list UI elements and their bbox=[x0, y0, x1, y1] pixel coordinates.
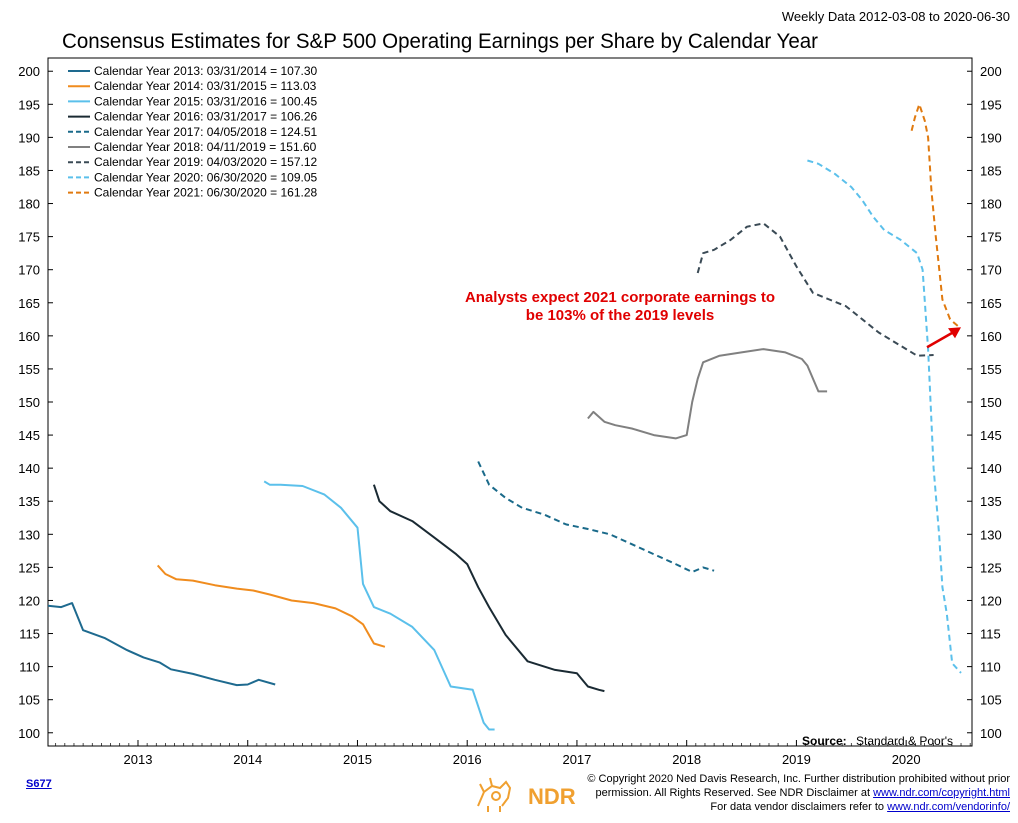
x-tick-label: 2016 bbox=[453, 752, 482, 767]
y-tick-label-left: 110 bbox=[19, 660, 40, 675]
y-tick-label-left: 200 bbox=[18, 64, 40, 79]
copyright-line-3-text: For data vendor disclaimers refer to bbox=[710, 801, 888, 813]
legend-label: Calendar Year 2016: 03/31/2017 = 106.26 bbox=[94, 110, 318, 124]
y-tick-label-right: 135 bbox=[980, 494, 1002, 509]
y-tick-label-left: 155 bbox=[18, 362, 40, 377]
copyright-line-2-text: permission. All Rights Reserved. See NDR… bbox=[595, 787, 874, 799]
ndr-logo: NDR bbox=[470, 772, 600, 818]
y-tick-label-right: 155 bbox=[980, 362, 1002, 377]
chart-title: Consensus Estimates for S&P 500 Operatin… bbox=[62, 30, 818, 53]
y-tick-label-right: 100 bbox=[980, 726, 1002, 741]
y-tick-label-right: 170 bbox=[980, 263, 1002, 278]
y-tick-label-right: 125 bbox=[980, 560, 1002, 575]
y-tick-label-left: 150 bbox=[18, 395, 40, 410]
y-tick-label-right: 200 bbox=[980, 64, 1002, 79]
series-line-6 bbox=[587, 348, 828, 440]
y-tick-label-left: 190 bbox=[18, 130, 40, 145]
y-tick-label-left: 180 bbox=[18, 197, 40, 212]
source-label: Source: bbox=[802, 734, 847, 748]
legend-label: Calendar Year 2019: 04/03/2020 = 157.12 bbox=[94, 155, 318, 169]
x-tick-label: 2018 bbox=[672, 752, 701, 767]
x-tick-label: 2017 bbox=[562, 752, 591, 767]
series-line-7 bbox=[696, 222, 934, 357]
y-tick-label-right: 110 bbox=[980, 660, 1001, 675]
y-tick-label-right: 190 bbox=[980, 130, 1002, 145]
y-tick-label-right: 120 bbox=[980, 593, 1002, 608]
series-line-3 bbox=[263, 480, 495, 731]
y-tick-label-right: 185 bbox=[980, 163, 1002, 178]
y-tick-label-left: 115 bbox=[19, 627, 40, 642]
y-tick-label-left: 135 bbox=[18, 494, 40, 509]
y-tick-label-right: 105 bbox=[980, 693, 1002, 708]
y-tick-label-right: 175 bbox=[980, 230, 1002, 245]
legend-label: Calendar Year 2018: 04/11/2019 = 151.60 bbox=[94, 140, 317, 154]
copyright-link[interactable]: www.ndr.com/copyright.html bbox=[873, 787, 1010, 799]
annotation-line-1: Analysts expect 2021 corporate earnings … bbox=[465, 289, 775, 306]
x-tick-label: 2020 bbox=[892, 752, 921, 767]
series-line-9 bbox=[910, 103, 962, 329]
x-tick-label: 2014 bbox=[233, 752, 262, 767]
annotation-arrow-head bbox=[948, 327, 962, 339]
y-tick-label-left: 145 bbox=[18, 428, 40, 443]
y-tick-label-right: 160 bbox=[980, 329, 1002, 344]
y-tick-label-right: 165 bbox=[980, 296, 1002, 311]
y-tick-label-right: 145 bbox=[980, 428, 1002, 443]
vendor-info-link[interactable]: www.ndr.com/vendorinfo/ bbox=[887, 801, 1010, 813]
series-line-4 bbox=[372, 484, 605, 693]
y-tick-label-left: 175 bbox=[18, 230, 40, 245]
source-value: Standard & Poor's bbox=[856, 734, 953, 748]
y-tick-label-left: 120 bbox=[18, 593, 40, 608]
legend-label: Calendar Year 2021: 06/30/2020 = 161.28 bbox=[94, 186, 318, 200]
x-tick-label: 2015 bbox=[343, 752, 372, 767]
annotation-arrow-shaft bbox=[926, 330, 956, 349]
legend-label: Calendar Year 2013: 03/31/2014 = 107.30 bbox=[94, 64, 318, 78]
series-line-1 bbox=[47, 602, 276, 687]
date-range: Weekly Data 2012-03-08 to 2020-06-30 bbox=[782, 9, 1010, 24]
series-line-8 bbox=[807, 159, 962, 674]
x-axis: 2013 2014 2015 2016 2017 2018 2019 2020 bbox=[55, 740, 971, 767]
y-tick-label-left: 100 bbox=[18, 726, 40, 741]
copyright-line-2: permission. All Rights Reserved. See NDR… bbox=[570, 786, 1010, 800]
y-tick-label-right: 140 bbox=[980, 461, 1002, 476]
copyright-line-1: © Copyright 2020 Ned Davis Research, Inc… bbox=[587, 773, 1010, 785]
y-tick-label-left: 170 bbox=[18, 263, 40, 278]
y-tick-label-right: 150 bbox=[980, 395, 1002, 410]
annotation-arrow bbox=[926, 327, 962, 349]
y-tick-label-left: 185 bbox=[18, 163, 40, 178]
legend-label: Calendar Year 2014: 03/31/2015 = 113.03 bbox=[94, 79, 317, 93]
y-tick-label-right: 115 bbox=[980, 627, 1001, 642]
y-tick-label-left: 160 bbox=[18, 329, 40, 344]
series-line-5 bbox=[477, 461, 715, 573]
copyright-line-3: For data vendor disclaimers refer to www… bbox=[570, 800, 1010, 814]
y-tick-label-left: 125 bbox=[18, 560, 40, 575]
y-axis-left: 100 105 110 115 120 125 130 135 140 145 150 155 160 1… bbox=[18, 64, 53, 741]
bull-bear-icon bbox=[477, 777, 512, 812]
series-line-2 bbox=[156, 564, 386, 648]
legend-label: Calendar Year 2020: 06/30/2020 = 109.05 bbox=[94, 170, 318, 184]
x-tick-label: 2019 bbox=[782, 752, 811, 767]
y-tick-label-left: 105 bbox=[18, 693, 40, 708]
legend-label: Calendar Year 2017: 04/05/2018 = 124.51 bbox=[94, 125, 318, 139]
legend-label: Calendar Year 2015: 03/31/2016 = 100.45 bbox=[94, 94, 318, 108]
legend: Calendar Year 2013: 03/31/2014 = 107.30C… bbox=[68, 64, 318, 200]
y-tick-label-left: 130 bbox=[18, 527, 40, 542]
chart-id-link[interactable]: S677 bbox=[26, 778, 52, 790]
y-tick-label-left: 165 bbox=[18, 296, 40, 311]
x-tick-label: 2013 bbox=[124, 752, 153, 767]
copyright-block: © Copyright 2020 Ned Davis Research, Inc… bbox=[570, 772, 1010, 814]
y-axis-right: 100 105 110 115 120 125 130 135 140 145 150 155 160 1… bbox=[967, 64, 1002, 741]
y-tick-label-left: 140 bbox=[18, 461, 40, 476]
logo-text: NDR bbox=[528, 784, 576, 809]
series-layer bbox=[47, 103, 962, 731]
annotation-line-2: be 103% of the 2019 levels bbox=[526, 307, 714, 324]
y-tick-label-left: 195 bbox=[18, 97, 40, 112]
y-tick-label-right: 195 bbox=[980, 97, 1002, 112]
y-tick-label-right: 130 bbox=[980, 527, 1002, 542]
y-tick-label-right: 180 bbox=[980, 197, 1002, 212]
